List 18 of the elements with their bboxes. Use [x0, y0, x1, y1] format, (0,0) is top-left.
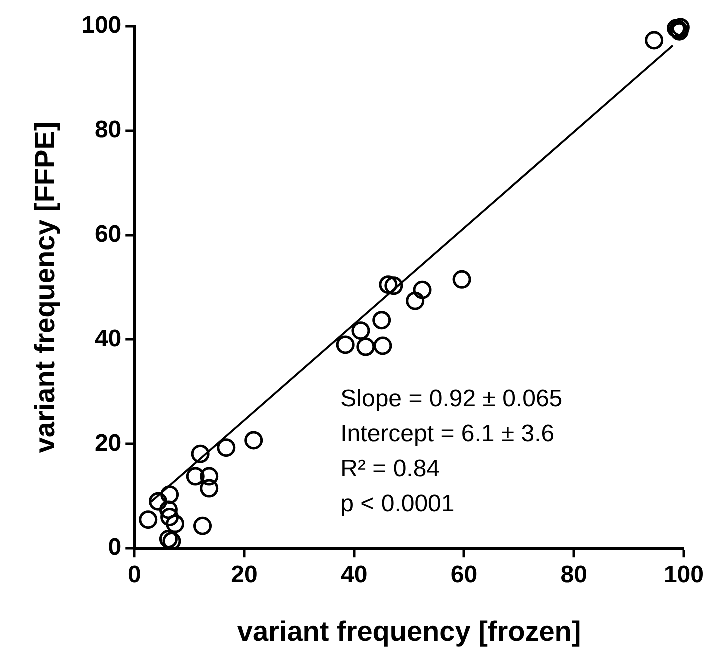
x-axis-title: variant frequency [frozen]	[237, 616, 582, 647]
x-tick-label: 40	[341, 562, 368, 589]
x-tick-label: 100	[664, 562, 704, 589]
y-tick-label: 20	[94, 430, 122, 457]
y-tick-label: 100	[82, 12, 122, 40]
y-tick-label: 40	[94, 325, 122, 352]
x-tick-label: 20	[231, 562, 258, 589]
x-tick-label: 60	[450, 562, 478, 589]
y-axis-title: variant frequency [FFPE]	[30, 122, 61, 454]
annotation: Slope = 0.92 ± 0.065	[340, 385, 563, 412]
x-tick-label: 80	[560, 562, 588, 589]
annotation: p < 0.0001	[340, 490, 455, 518]
y-tick-label: 60	[94, 220, 122, 248]
y-tick-label: 0	[108, 534, 122, 562]
x-tick-label: 0	[128, 562, 142, 589]
annotation: Intercept = 6.1 ± 3.6	[340, 420, 555, 448]
y-tick-label: 80	[94, 116, 122, 144]
annotation: R² = 0.84	[340, 455, 440, 482]
